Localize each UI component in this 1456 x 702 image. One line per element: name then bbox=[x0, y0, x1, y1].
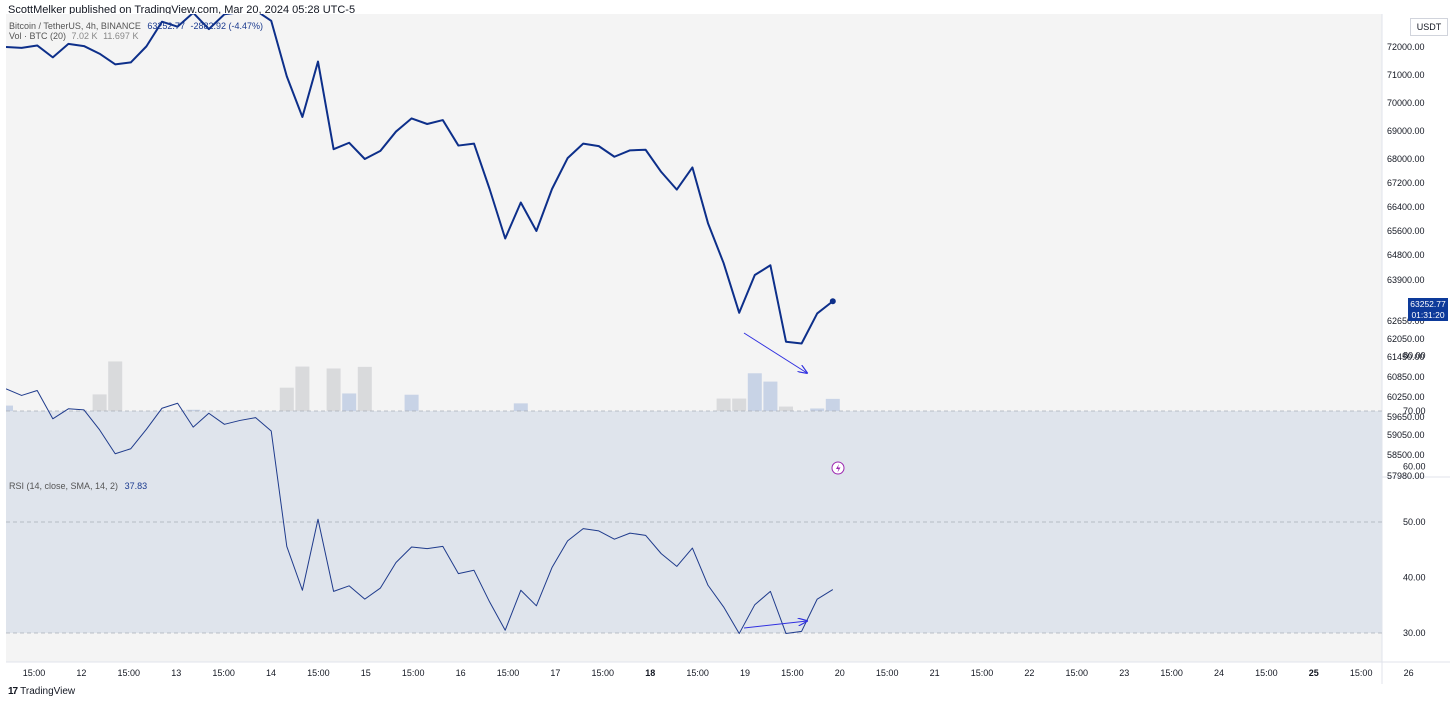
price-line bbox=[6, 14, 834, 345]
time-tick-label: 25 bbox=[1309, 668, 1319, 678]
price-tick-label: 60850.00 bbox=[1387, 372, 1425, 382]
time-tick-label: 15:00 bbox=[592, 668, 615, 678]
time-tick-label: 15 bbox=[361, 668, 371, 678]
price-tick-label: 58500.00 bbox=[1387, 450, 1425, 460]
time-tick-label: 15:00 bbox=[23, 668, 46, 678]
price-tick-label: 63900.00 bbox=[1387, 275, 1425, 285]
rsi-tick-label: 30.00 bbox=[1403, 628, 1426, 638]
price-tick-label: 64800.00 bbox=[1387, 250, 1425, 260]
time-tick-label: 15:00 bbox=[781, 668, 804, 678]
last-price-label: 63252.77 bbox=[147, 21, 185, 31]
time-tick-label: 13 bbox=[171, 668, 181, 678]
rsi-line bbox=[6, 388, 834, 635]
time-tick-label: 15:00 bbox=[402, 668, 425, 678]
price-tick-label: 61450.00 bbox=[1387, 352, 1425, 362]
last-price-dot bbox=[829, 298, 836, 305]
time-tick-label: 15:00 bbox=[307, 668, 330, 678]
rsi-tick-label: 40.00 bbox=[1403, 573, 1426, 583]
price-tick-label: 59050.00 bbox=[1387, 430, 1425, 440]
price-tick-label: 70000.00 bbox=[1387, 98, 1425, 108]
rsi-tick-label: 70.00 bbox=[1403, 406, 1426, 416]
volume-label: Vol · BTC (20) bbox=[9, 31, 67, 41]
time-tick-label: 15:00 bbox=[876, 668, 899, 678]
time-tick-label: 17 bbox=[550, 668, 560, 678]
price-pane-bg bbox=[6, 14, 1382, 476]
time-tick-label: 22 bbox=[1024, 668, 1034, 678]
time-tick-label: 23 bbox=[1119, 668, 1129, 678]
time-tick-label: 14 bbox=[266, 668, 276, 678]
lightning-icon bbox=[836, 464, 841, 473]
footer: 17 TradingView bbox=[8, 686, 75, 697]
chart-canvas[interactable]: 72000.00 71000.00 70000.00 69000.00 68000.00… bbox=[6, 14, 1450, 684]
time-tick-label: 15:00 bbox=[118, 668, 141, 678]
rsi-label: RSI (14, close, SMA, 14, 2) bbox=[9, 481, 119, 491]
time-tick-label: 16 bbox=[456, 668, 466, 678]
price-legend: Bitcoin / TetherUS, 4h, BINANCE 63252.77… bbox=[9, 21, 263, 31]
time-tick-label: 15:00 bbox=[686, 668, 709, 678]
price-tick-label: 65600.00 bbox=[1387, 226, 1425, 236]
time-tick-label: 15:00 bbox=[1066, 668, 1089, 678]
time-tick-label: 24 bbox=[1214, 668, 1224, 678]
price-tick-label: 71000.00 bbox=[1387, 70, 1425, 80]
volume-value: 7.02 K bbox=[71, 31, 98, 41]
time-tick-label: 15:00 bbox=[1160, 668, 1183, 678]
time-tick-label: 15:00 bbox=[971, 668, 994, 678]
time-tick-label: 12 bbox=[76, 668, 86, 678]
time-tick-label: 15:00 bbox=[1255, 668, 1278, 678]
time-tick-label: 15:00 bbox=[1350, 668, 1373, 678]
volume-ma-value: 11.697 K bbox=[103, 31, 139, 41]
price-tick-label: 62050.00 bbox=[1387, 334, 1425, 344]
price-tick-label: 57980.00 bbox=[1387, 471, 1425, 481]
price-tick-label: 67200.00 bbox=[1387, 178, 1425, 188]
chart-frame[interactable]: 72000.00 71000.00 70000.00 69000.00 68000.00… bbox=[6, 14, 1450, 684]
rsi-divergence-arrow[interactable] bbox=[743, 621, 807, 629]
price-tick-label: 62650.00 bbox=[1387, 316, 1425, 326]
rsi-tick-label: 60.00 bbox=[1403, 462, 1426, 472]
volume-legend: Vol · BTC (20) 7.02 K 11.697 K bbox=[9, 31, 138, 41]
price-tick-label: 60250.00 bbox=[1387, 392, 1425, 402]
rsi-tick-label: 80.00 bbox=[1403, 351, 1426, 361]
price-change-label: -2882.92 (-4.47%) bbox=[190, 21, 264, 31]
time-tick-label: 19 bbox=[740, 668, 750, 678]
price-tick-label: 68000.00 bbox=[1387, 154, 1425, 164]
rsi-tick-label: 20.00 bbox=[1403, 684, 1426, 685]
last-price-tag-value: 63252.77 bbox=[1410, 299, 1446, 309]
footer-brand[interactable]: TradingView bbox=[20, 686, 76, 697]
tradingview-logo-icon[interactable]: 17 bbox=[8, 686, 18, 697]
time-tick-label: 15:00 bbox=[212, 668, 235, 678]
time-tick-label: 21 bbox=[930, 668, 940, 678]
currency-selector[interactable]: USDT bbox=[1410, 18, 1448, 36]
price-tick-label: 72000.00 bbox=[1387, 42, 1425, 52]
price-divergence-arrow[interactable] bbox=[743, 332, 807, 373]
time-tick-label: 20 bbox=[835, 668, 845, 678]
price-tick-label: 66400.00 bbox=[1387, 202, 1425, 212]
bar-countdown: 01:31:20 bbox=[1411, 309, 1445, 320]
symbol-label: Bitcoin / TetherUS, 4h, BINANCE bbox=[9, 21, 141, 31]
price-tick-label: 69000.00 bbox=[1387, 126, 1425, 136]
time-tick-label: 26 bbox=[1404, 668, 1414, 678]
price-tick-label: 59650.00 bbox=[1387, 412, 1425, 422]
rsi-legend: RSI (14, close, SMA, 14, 2) 37.83 bbox=[9, 481, 147, 491]
rsi-tick-label: 50.00 bbox=[1403, 517, 1426, 527]
publisher-line: ScottMelker published on TradingView.com… bbox=[8, 4, 356, 16]
rsi-value: 37.83 bbox=[124, 481, 148, 491]
time-tick-label: 15:00 bbox=[497, 668, 520, 678]
time-tick-label: 18 bbox=[645, 668, 655, 678]
last-price-tag: 63252.77 01:31:20 bbox=[1408, 298, 1448, 321]
